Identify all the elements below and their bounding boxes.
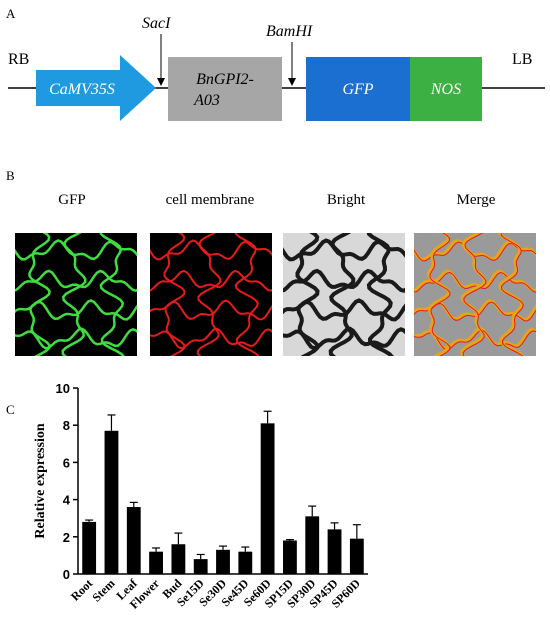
construct-diagram: CaMV35S BnGPI2- A03 GFP NOS LB RB SacI B…: [8, 15, 545, 121]
y-tick-label: 2: [63, 530, 70, 545]
site-1-label: SacI: [142, 15, 171, 32]
cell-outline-red: [462, 233, 487, 356]
cell-outline: [28, 233, 51, 356]
cell-outline: [328, 233, 356, 356]
left-border-label: RB: [8, 51, 29, 68]
right-border-label: LB: [512, 51, 532, 68]
bar-flower: [149, 551, 163, 574]
cell-outline: [366, 233, 394, 356]
bar-se30d: [216, 549, 230, 574]
reporter-label: GFP: [342, 81, 373, 98]
y-axis-label: Relative expression: [33, 423, 48, 538]
bar-se60d: [260, 423, 275, 574]
cell-outline: [295, 233, 320, 356]
bar-sp60d: [349, 538, 364, 574]
cell-outline: [150, 269, 272, 292]
terminator-label: NOS: [430, 81, 461, 98]
bar-sp30d: [305, 516, 320, 574]
x-tick-label: Stem: [89, 576, 117, 604]
terminator-box: [410, 57, 482, 121]
y-tick-label: 0: [63, 567, 70, 582]
x-tick-label: Root: [68, 576, 95, 603]
cell-outline: [163, 233, 186, 356]
cell-outline: [15, 269, 137, 293]
cell-outline-red: [500, 233, 524, 356]
cell-outline: [414, 269, 536, 293]
cell-outline: [61, 233, 87, 356]
micrograph-gfp: [15, 233, 137, 356]
bar-se15d: [193, 559, 208, 574]
y-tick-label: 6: [63, 455, 70, 470]
column-label-merge: Merge: [456, 192, 496, 208]
panel-b-letter: B: [6, 168, 15, 183]
bar-stem: [104, 430, 119, 574]
site-1-arrowhead: [157, 78, 165, 86]
bar-root: [82, 521, 97, 574]
site-2-label: BamHI: [266, 23, 313, 40]
micrograph-membrane: [150, 233, 272, 356]
panel-c-letter: C: [6, 402, 15, 417]
site-2-arrowhead: [288, 78, 296, 86]
bar-leaf: [126, 507, 141, 574]
cell-outline: [498, 233, 525, 356]
reporter-box: [306, 57, 410, 121]
promoter-arrow: [36, 55, 156, 121]
y-tick-label: 8: [63, 418, 70, 433]
gene-box: [168, 57, 282, 121]
cell-outline-red: [429, 233, 451, 356]
micrograph-merge: [414, 233, 536, 356]
bar-sp45d: [327, 529, 342, 574]
bar-sp15d: [283, 540, 297, 574]
column-label-gfp: GFP: [58, 192, 86, 208]
cell-outline: [99, 233, 125, 356]
y-tick-label: 4: [63, 493, 71, 508]
column-label-membrane: cell membrane: [165, 192, 255, 208]
micrograph-bright: [283, 233, 405, 356]
cell-outline: [234, 233, 260, 356]
bar-se45d: [238, 551, 253, 574]
column-label-bright: Bright: [326, 192, 366, 208]
gene-label-line2: A03: [193, 92, 220, 109]
bar-bud: [171, 544, 186, 574]
gene-label-line1: BnGPI2-: [196, 71, 254, 88]
panel-a-letter: A: [6, 6, 16, 21]
promoter-label: CaMV35S: [49, 81, 115, 98]
y-tick-label: 10: [56, 381, 70, 396]
cell-outline: [196, 233, 222, 356]
